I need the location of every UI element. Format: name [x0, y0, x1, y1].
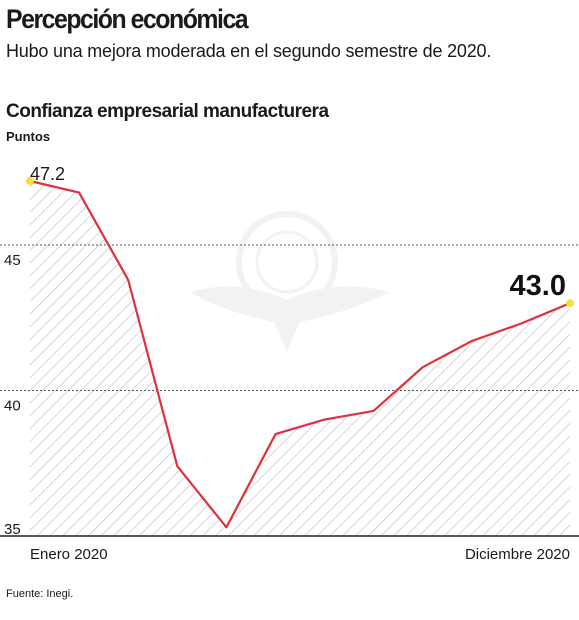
y-tick-label-40: 40 [4, 398, 21, 415]
y-tick-labels: 35 40 45 [4, 252, 21, 538]
watermark-eagle-seal [190, 211, 390, 352]
series-line [29, 179, 571, 529]
x-tick-label-start: Enero 2020 [30, 546, 108, 563]
last-point-marker [566, 299, 574, 308]
y-tick-label-35: 35 [4, 521, 21, 538]
y-gridlines [0, 244, 579, 391]
area-fill [30, 181, 570, 536]
source-note: Fuente: Inegi. [6, 588, 74, 600]
data-points [26, 176, 574, 308]
first-value-label: 47.2 [30, 164, 65, 184]
page-title: Percepción económica [6, 4, 249, 34]
last-value-label: 43.0 [510, 270, 566, 302]
y-tick-label-45: 45 [4, 252, 21, 269]
chart-title: Confianza empresarial manufacturera [6, 101, 329, 122]
first-point-marker [26, 176, 34, 185]
page-subtitle: Hubo una mejora moderada en el segundo s… [6, 41, 492, 61]
x-tick-label-end: Diciembre 2020 [465, 546, 570, 563]
y-axis-units-label: Puntos [6, 129, 51, 144]
